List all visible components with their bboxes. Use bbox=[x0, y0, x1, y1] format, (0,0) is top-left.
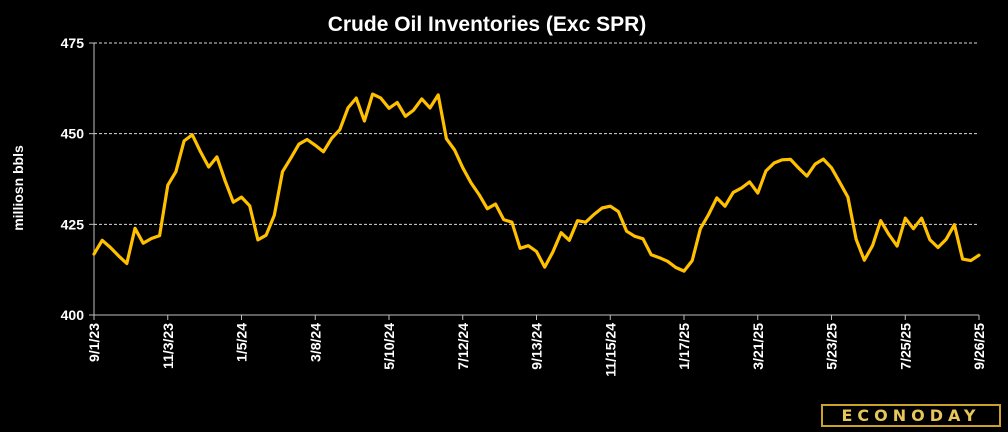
x-tick-label: 3/21/25 bbox=[750, 323, 766, 370]
x-tick-label: 7/12/24 bbox=[455, 323, 471, 370]
y-axis-label: milliosn bbls bbox=[10, 145, 26, 231]
x-tick-label: 3/8/24 bbox=[307, 323, 323, 362]
y-tick-label: 475 bbox=[61, 35, 85, 51]
grid-layer bbox=[94, 42, 979, 225]
axis-layer bbox=[89, 42, 980, 320]
y-tick-label: 450 bbox=[61, 126, 85, 142]
econoday-logo: ECONODAY bbox=[821, 404, 1001, 427]
y-tick-labels: 400 425 450 475 bbox=[61, 35, 85, 323]
x-tick-label: 5/23/25 bbox=[824, 323, 840, 370]
chart-title: Crude Oil Inventories (Exc SPR) bbox=[328, 13, 647, 36]
x-tick-label: 1/5/24 bbox=[234, 323, 250, 362]
x-tick-label: 9/13/24 bbox=[529, 323, 545, 370]
x-tick-label: 11/15/24 bbox=[602, 323, 618, 377]
x-tick-label: 9/26/25 bbox=[971, 323, 987, 370]
x-tick-label: 5/10/24 bbox=[381, 323, 397, 370]
x-tick-labels: 9/1/23 11/3/23 1/5/24 3/8/24 5/10/24 7/12/24 9… bbox=[86, 323, 987, 377]
x-tick-label: 7/25/25 bbox=[897, 323, 913, 370]
x-tick-label: 9/1/23 bbox=[86, 323, 102, 362]
x-tick-label: 11/3/23 bbox=[160, 323, 176, 369]
logo-text: ECONODAY bbox=[841, 406, 981, 425]
y-tick-label: 425 bbox=[61, 216, 85, 232]
y-tick-label: 400 bbox=[61, 307, 85, 323]
series-layer bbox=[92, 92, 981, 273]
series-line bbox=[92, 92, 981, 273]
x-tick-label: 1/17/25 bbox=[676, 323, 692, 370]
